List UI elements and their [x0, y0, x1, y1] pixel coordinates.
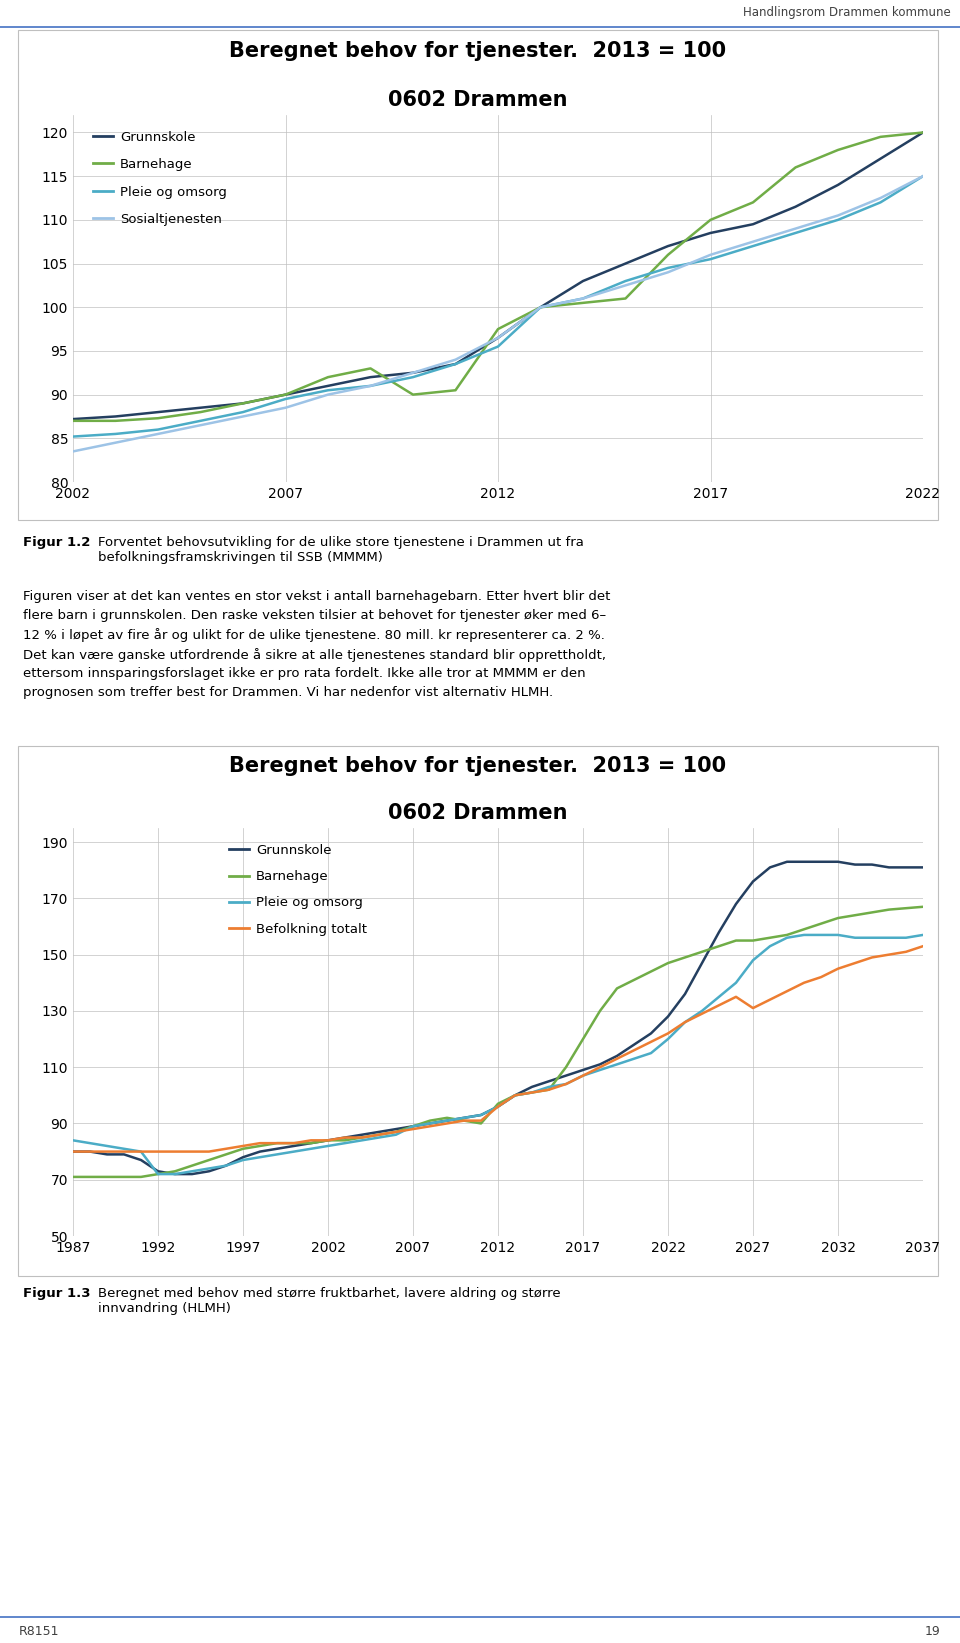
Text: Beregnet behov for tjenester.  2013 = 100: Beregnet behov for tjenester. 2013 = 100 [229, 756, 727, 777]
Text: Figuren viser at det kan ventes en stor vekst i antall barnehagebarn. Etter hver: Figuren viser at det kan ventes en stor … [23, 590, 611, 698]
Text: Forventet behovsutvikling for de ulike store tjenestene i Drammen ut fra
befolkn: Forventet behovsutvikling for de ulike s… [98, 536, 584, 564]
Text: 0602 Drammen: 0602 Drammen [388, 803, 567, 823]
Text: Beregnet behov for tjenester.  2013 = 100: Beregnet behov for tjenester. 2013 = 100 [229, 41, 727, 61]
Text: 19: 19 [925, 1625, 941, 1638]
Text: Figur 1.2: Figur 1.2 [23, 536, 90, 549]
Text: R8151: R8151 [19, 1625, 60, 1638]
Legend: Grunnskole, Barnehage, Pleie og omsorg, Befolkning totalt: Grunnskole, Barnehage, Pleie og omsorg, … [224, 838, 372, 941]
Text: Figur 1.3: Figur 1.3 [23, 1286, 90, 1300]
Bar [18, 30, 938, 519]
Text: 0602 Drammen: 0602 Drammen [388, 90, 567, 110]
Bar [18, 746, 938, 1277]
Legend: Grunnskole, Barnehage, Pleie og omsorg, Sosialtjenesten: Grunnskole, Barnehage, Pleie og omsorg, … [88, 125, 232, 232]
Text: Handlingsrom Drammen kommune: Handlingsrom Drammen kommune [743, 7, 950, 20]
Text: Beregnet med behov med større fruktbarhet, lavere aldring og større
innvandring : Beregnet med behov med større fruktbarhe… [98, 1286, 561, 1314]
